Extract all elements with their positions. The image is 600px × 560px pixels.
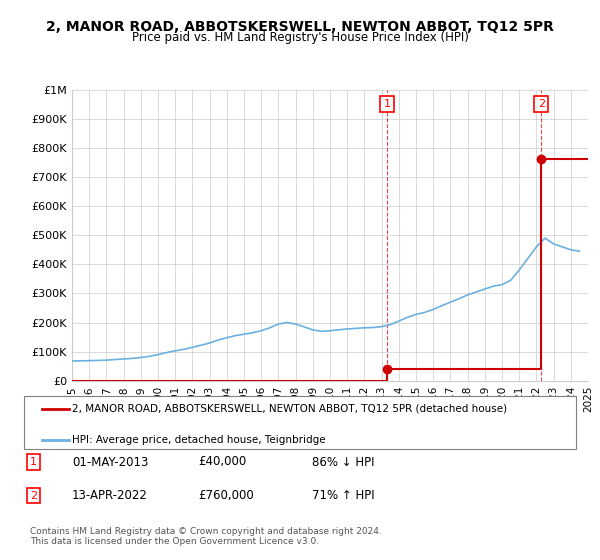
Text: 71% ↑ HPI: 71% ↑ HPI [312, 489, 374, 502]
Text: Price paid vs. HM Land Registry's House Price Index (HPI): Price paid vs. HM Land Registry's House … [131, 31, 469, 44]
Text: 86% ↓ HPI: 86% ↓ HPI [312, 455, 374, 469]
Text: 2: 2 [30, 491, 37, 501]
Text: 01-MAY-2013: 01-MAY-2013 [72, 455, 148, 469]
Text: £40,000: £40,000 [198, 455, 246, 469]
Text: 1: 1 [384, 99, 391, 109]
Text: 1: 1 [30, 457, 37, 467]
Text: 13-APR-2022: 13-APR-2022 [72, 489, 148, 502]
Text: 2: 2 [538, 99, 545, 109]
Text: Contains HM Land Registry data © Crown copyright and database right 2024.
This d: Contains HM Land Registry data © Crown c… [30, 526, 382, 546]
Text: 2, MANOR ROAD, ABBOTSKERSWELL, NEWTON ABBOT, TQ12 5PR: 2, MANOR ROAD, ABBOTSKERSWELL, NEWTON AB… [46, 20, 554, 34]
Text: £760,000: £760,000 [198, 489, 254, 502]
Text: HPI: Average price, detached house, Teignbridge: HPI: Average price, detached house, Teig… [72, 435, 326, 445]
Text: 2, MANOR ROAD, ABBOTSKERSWELL, NEWTON ABBOT, TQ12 5PR (detached house): 2, MANOR ROAD, ABBOTSKERSWELL, NEWTON AB… [72, 404, 507, 414]
